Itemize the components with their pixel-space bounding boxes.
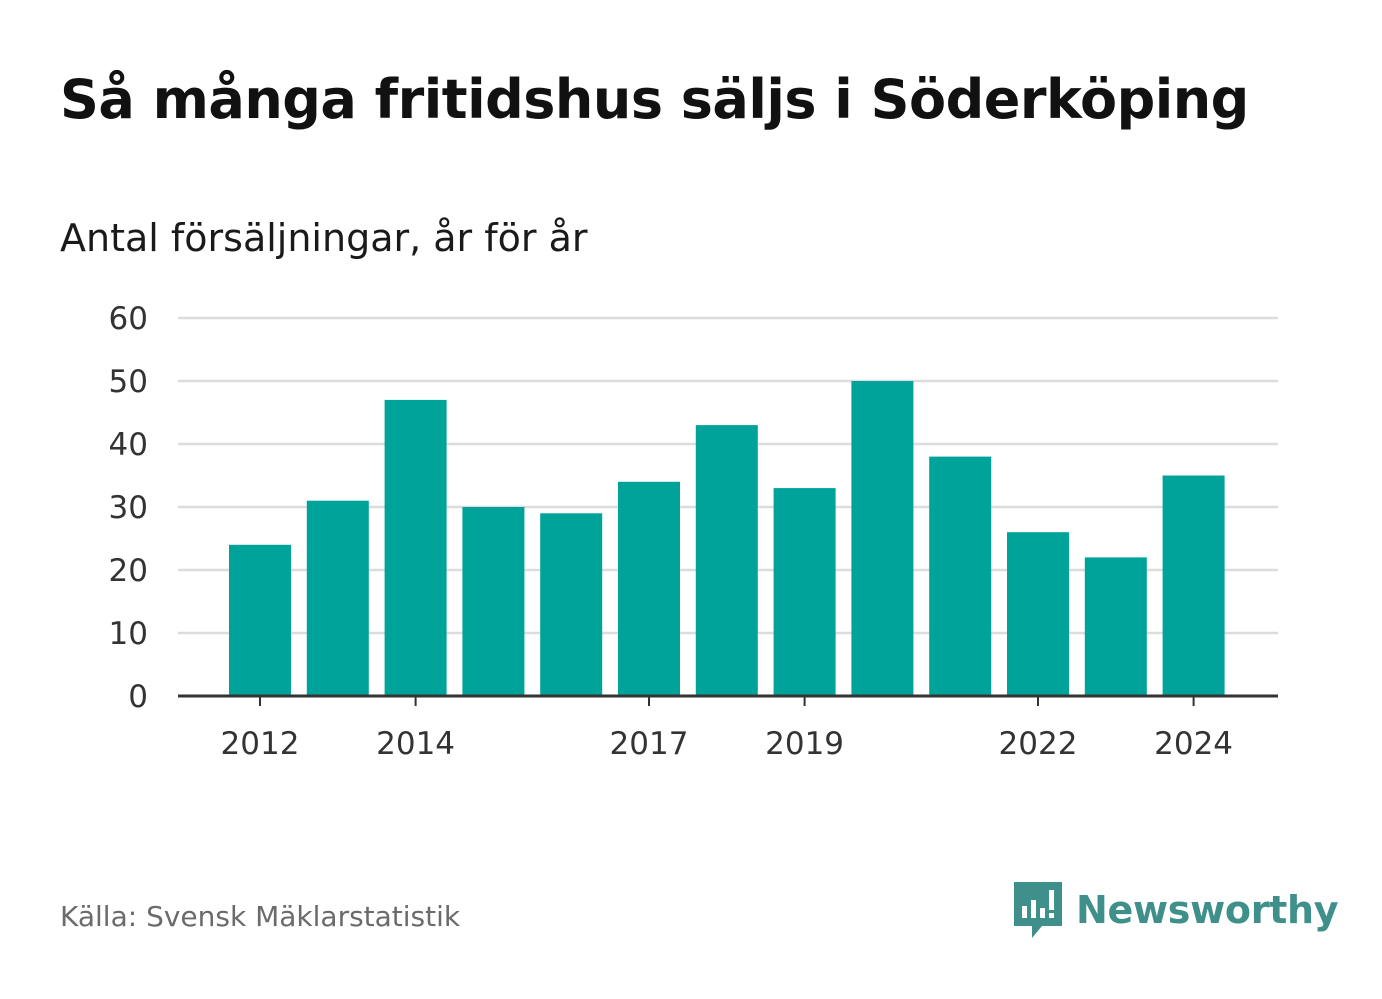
- y-axis-labels: 0 10 20 30 40 50 60: [109, 301, 148, 715]
- bar-2019: [773, 488, 836, 696]
- source-note: Källa: Svensk Mäklarstatistik: [60, 900, 461, 933]
- bar-2014: [384, 399, 447, 696]
- bar-2015: [462, 507, 525, 696]
- x-tick-label: 2024: [1154, 726, 1233, 762]
- y-tick-label: 30: [109, 490, 148, 526]
- y-tick-label: 40: [109, 427, 148, 463]
- x-tick-label: 2019: [765, 726, 844, 762]
- bar-2012: [229, 544, 291, 696]
- bar-2017: [618, 481, 680, 696]
- bar-2018: [695, 425, 758, 696]
- chart-subtitle: Antal försäljningar, år för år: [60, 216, 588, 260]
- brand-name: Newsworthy: [1076, 888, 1339, 932]
- x-tick-label: 2012: [221, 726, 300, 762]
- bar-2022: [1007, 532, 1069, 696]
- x-tick-label: 2014: [376, 726, 455, 762]
- bar-2016: [540, 513, 603, 696]
- x-tick-label: 2017: [610, 726, 689, 762]
- y-tick-label: 10: [109, 616, 148, 652]
- bar-2023: [1084, 557, 1147, 696]
- bar-2021: [929, 456, 992, 696]
- brand-logo: Newsworthy: [1012, 880, 1339, 940]
- x-tick-label: 2022: [999, 726, 1078, 762]
- y-tick-label: 60: [109, 301, 148, 337]
- y-tick-label: 20: [109, 553, 148, 589]
- x-axis-ticks: [259, 696, 1195, 706]
- chart-title: Så många fritidshus säljs i Söderköping: [60, 68, 1249, 131]
- y-tick-label: 0: [128, 679, 148, 715]
- bar-2020: [851, 381, 914, 696]
- y-tick-label: 50: [109, 364, 148, 400]
- bar-2013: [306, 500, 369, 696]
- bar-2024: [1162, 475, 1225, 696]
- bars: [229, 381, 1225, 696]
- x-axis-labels: 2012 2014 2017 2019 2022 2024: [221, 726, 1234, 762]
- newsworthy-logo-icon: [1014, 882, 1062, 938]
